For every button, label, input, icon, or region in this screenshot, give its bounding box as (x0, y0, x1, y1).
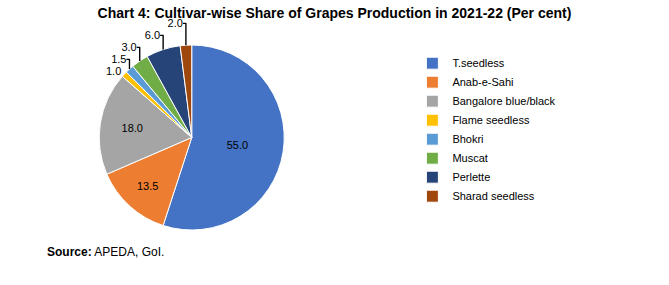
svg-text:Anab-e-Sahi: Anab-e-Sahi (452, 76, 513, 88)
svg-text:13.5: 13.5 (137, 180, 158, 192)
svg-text:Perlette: Perlette (452, 171, 490, 183)
svg-text:55.0: 55.0 (227, 139, 248, 151)
svg-text:Muscat: Muscat (452, 152, 487, 164)
svg-text:6.0: 6.0 (145, 29, 160, 41)
svg-text:Flame seedless: Flame seedless (452, 114, 530, 126)
svg-text:1.5: 1.5 (111, 53, 126, 65)
svg-text:T.seedless: T.seedless (452, 57, 504, 69)
svg-text:Chart 4: Cultivar-wise Share o: Chart 4: Cultivar-wise Share of Grapes P… (98, 5, 572, 21)
svg-text:18.0: 18.0 (122, 122, 143, 134)
svg-text:Sharad seedless: Sharad seedless (452, 190, 534, 202)
svg-text:3.0: 3.0 (121, 41, 136, 53)
svg-text:Bhokri: Bhokri (452, 133, 483, 145)
svg-text:Bangalore blue/black: Bangalore blue/black (452, 95, 555, 107)
svg-text:1.0: 1.0 (106, 65, 121, 77)
svg-text:Source: APEDA, GoI.: Source: APEDA, GoI. (47, 245, 164, 259)
svg-text:2.0: 2.0 (168, 17, 183, 29)
